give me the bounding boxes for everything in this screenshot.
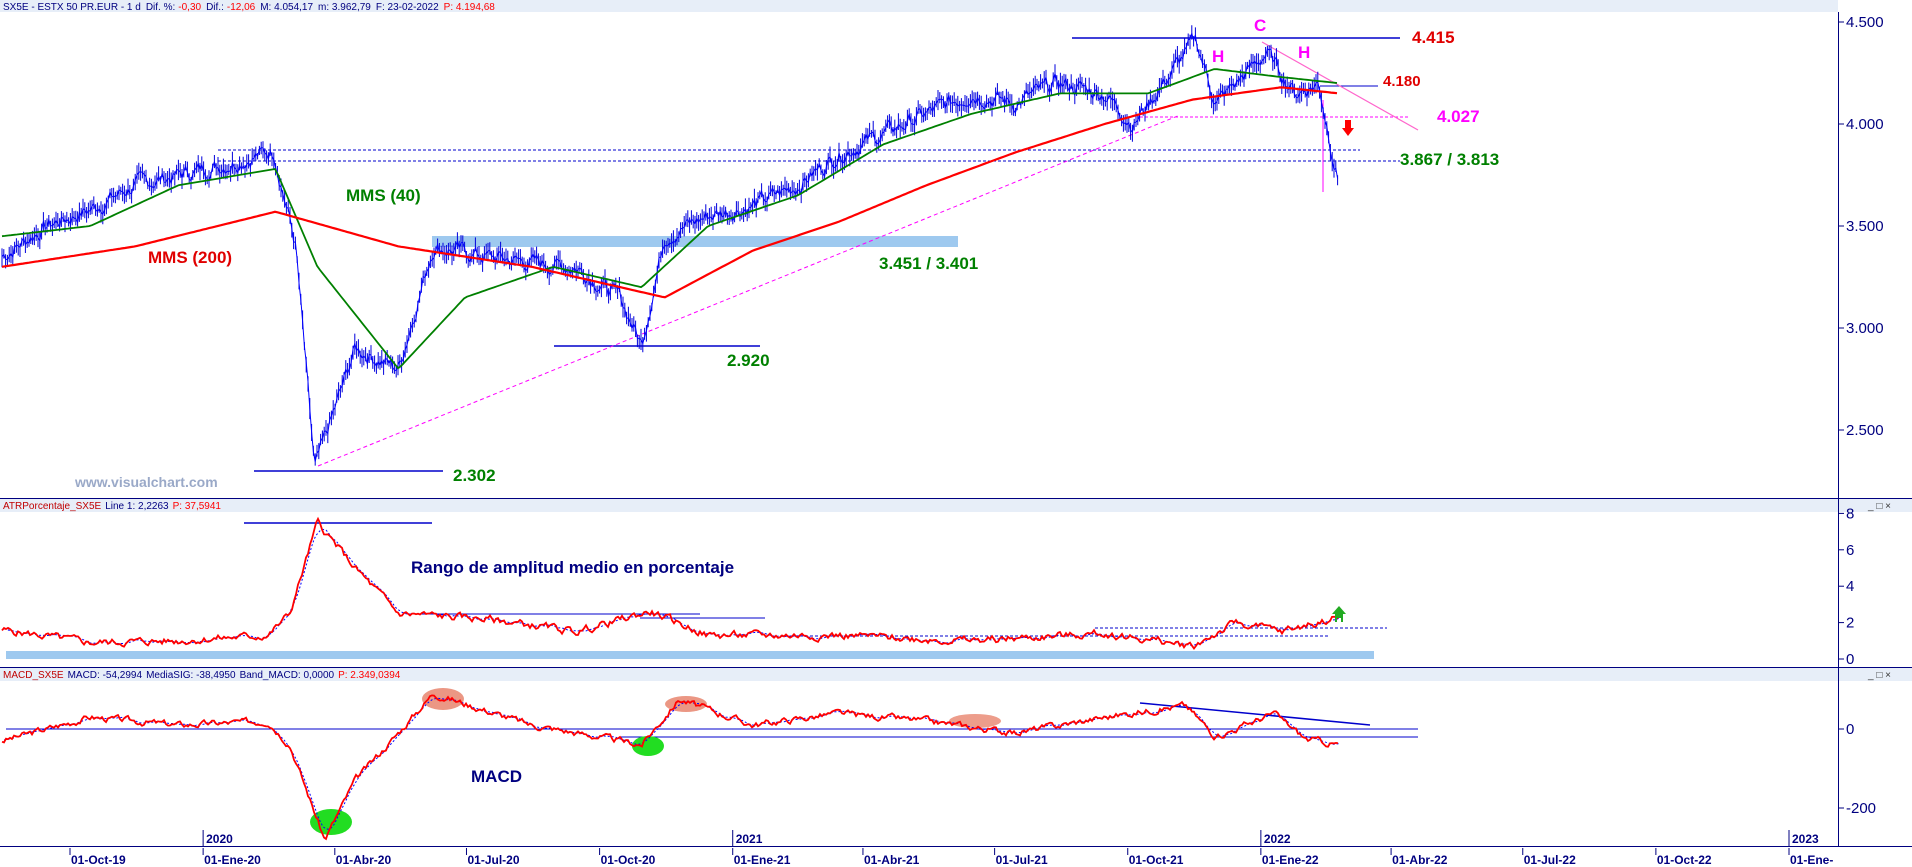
up-arrow-icon [1332, 606, 1346, 622]
level-2920: 2.920 [727, 351, 770, 370]
atr-y-axis: 8 6 4 2 0 [1838, 505, 1854, 668]
year-label-3: 2023 [1792, 832, 1819, 846]
x-tick-label-0: 01-Oct-19 [71, 853, 126, 867]
hs-shoulder-left-label: H [1212, 47, 1224, 66]
y-axis-price-label-1: 4.000 [1846, 116, 1884, 133]
atr-name: ATRPorcentaje_SX5E [3, 501, 102, 512]
year-label-0: 2020 [206, 832, 233, 846]
level-3867-3813: 3.867 / 3.813 [1400, 150, 1499, 169]
y-axis-atr-label-3: 2 [1846, 615, 1854, 632]
macd-value-label: MACD: -54,2994 [68, 670, 143, 681]
macd-signal-label: MediaSIG: -38,4950 [146, 670, 236, 681]
x-tick-label-8: 01-Oct-21 [1129, 853, 1184, 867]
hs-shoulder-right-label: H [1298, 43, 1310, 62]
y-axis-atr-label-2: 4 [1846, 578, 1854, 595]
dif-value: -12,06 [227, 2, 256, 13]
date-x-axis: 01-Oct-19 01-Ene-20 01-Abr-20 01-Jul-20 01-O… [69, 830, 1833, 867]
close-label: P: 4.194,68 [444, 2, 496, 13]
mms200-label: MMS (200) [148, 248, 232, 267]
dif-label: Dif.: [206, 2, 224, 13]
min-label: m: 3.962,79 [318, 2, 371, 13]
mms40-line [1, 68, 1338, 370]
x-tick-label-5: 01-Ene-21 [734, 853, 791, 867]
x-tick-label-12: 01-Oct-22 [1657, 853, 1712, 867]
atr-p-label: P: 37,5941 [173, 501, 222, 512]
y-axis-price-label-4: 2.500 [1846, 422, 1884, 439]
x-tick-label-3: 01-Jul-20 [467, 853, 519, 867]
y-axis-price-label-3: 3.000 [1846, 320, 1884, 337]
atr-description: Rango de amplitud medio en porcentaje [411, 558, 734, 577]
macd-p-label: P: 2.349,0394 [338, 670, 401, 681]
macd-description: MACD [471, 767, 522, 786]
x-tick-label-13: 01-Ene- [1790, 853, 1833, 867]
x-tick-label-9: 01-Ene-22 [1262, 853, 1319, 867]
dif-pct-value: -0,30 [178, 2, 201, 13]
level-3451-3401: 3.451 / 3.401 [879, 254, 978, 273]
y-axis-price-label-0: 4.500 [1846, 14, 1884, 31]
max-label: M: 4.054,17 [260, 2, 313, 13]
macd-peak-marker-3 [949, 714, 1001, 728]
y-axis-macd-label-1: -200 [1846, 800, 1876, 817]
mms200-line [1, 86, 1338, 299]
level-2302: 2.302 [453, 466, 496, 485]
date-label: F: 23-02-2022 [376, 2, 439, 13]
level-4027: 4.027 [1437, 107, 1480, 126]
y-axis-price-label-2: 3.500 [1846, 218, 1884, 235]
x-tick-label-4: 01-Oct-20 [601, 853, 656, 867]
y-axis-macd-label-0: 0 [1846, 721, 1854, 738]
macd-window-buttons[interactable]: _ □ × [1867, 670, 1891, 681]
macd-trough-marker-2 [632, 736, 664, 756]
atr-signal-line [3, 528, 1341, 646]
y-axis-atr-label-0: 8 [1846, 505, 1854, 522]
price-y-axis: 4.500 4.000 3.500 3.000 2.500 [1838, 14, 1884, 439]
year-label-1: 2021 [736, 832, 763, 846]
y-axis-atr-label-4: 0 [1846, 651, 1854, 668]
x-tick-label-1: 01-Ene-20 [204, 853, 261, 867]
mms40-label: MMS (40) [346, 186, 421, 205]
macd-y-axis: 0 -200 [1838, 721, 1876, 817]
atr-line [1, 516, 1339, 651]
x-tick-label-11: 01-Jul-22 [1524, 853, 1576, 867]
down-arrow-icon [1342, 120, 1354, 136]
x-tick-label-7: 01-Jul-21 [996, 853, 1048, 867]
atr-base-band [6, 651, 1374, 659]
watermark: www.visualchart.com [74, 474, 218, 490]
x-tick-label-2: 01-Abr-20 [336, 853, 392, 867]
dif-pct-label: Dif. %: [146, 2, 175, 13]
level-4180: 4.180 [1383, 73, 1421, 90]
symbol-label: SX5E - ESTX 50 PR.EUR - 1 d [3, 2, 141, 13]
level-4415: 4.415 [1412, 28, 1455, 47]
y-axis-atr-label-1: 6 [1846, 542, 1854, 559]
price-close-line [1, 31, 1339, 462]
hs-head-label: C [1254, 16, 1266, 35]
price-reference-lines [218, 37, 1419, 472]
atr-line-label: Line 1: 2,2263 [105, 501, 169, 512]
macd-line [1, 694, 1339, 841]
resistance-band [432, 236, 958, 247]
macd-reference-lines [620, 702, 1418, 738]
x-tick-label-6: 01-Abr-21 [864, 853, 920, 867]
year-label-2: 2022 [1264, 832, 1291, 846]
macd-band-label: Band_MACD: 0,0000 [240, 670, 335, 681]
atr-window-buttons[interactable]: _ □ × [1867, 501, 1891, 512]
x-tick-label-10: 01-Abr-22 [1392, 853, 1448, 867]
macd-name: MACD_SX5E [3, 670, 64, 681]
